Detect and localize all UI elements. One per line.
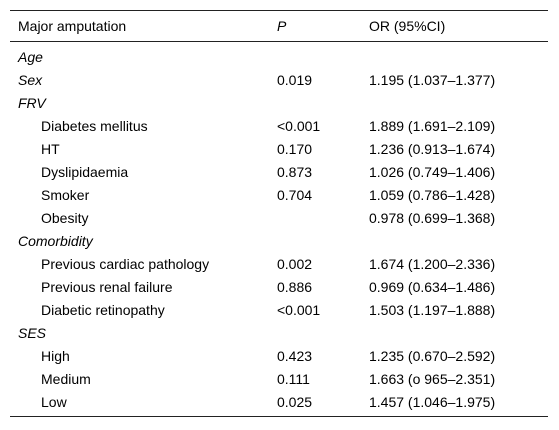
header-odds-ratio: OR (95%CI) [369,18,446,34]
row-odds-ratio: 1.236 (0.913–1.674) [369,140,496,157]
table-row: Medium 0.111 1.663 (o 965–2.351) [10,367,548,390]
table-row: Comorbidity [10,229,548,252]
row-odds-ratio: 1.457 (1.046–1.975) [369,393,496,410]
row-p-value: 0.873 [277,163,313,180]
row-p-value [269,206,361,229]
row-odds-ratio [361,321,548,344]
row-p-value: 0.002 [277,255,313,272]
row-variable-label: Low [41,393,67,410]
row-odds-ratio: 0.978 (0.699–1.368) [369,209,496,226]
row-variable-label: Previous renal failure [41,278,173,295]
table-header-row: Major amputation P OR (95%CI) [10,10,548,42]
row-p-value [269,42,361,69]
row-p-value: 0.704 [277,186,313,203]
row-group-label: Comorbidity [18,232,93,249]
row-odds-ratio: 1.663 (o 965–2.351) [369,370,496,387]
row-odds-ratio: 1.674 (1.200–2.336) [369,255,496,272]
row-p-value: 0.111 [277,370,310,387]
row-variable-label: Medium [41,370,91,387]
row-odds-ratio [361,91,548,114]
row-odds-ratio: 1.235 (0.670–2.592) [369,347,496,364]
row-variable-label: Dyslipidaemia [41,163,129,180]
row-variable-label: High [41,347,70,364]
header-major-amputation: Major amputation [18,18,127,34]
amputation-odds-ratio-table: Major amputation P OR (95%CI) Age Sex 0.01… [10,10,548,417]
table-row: Previous cardiac pathology 0.002 1.674 (1.… [10,252,548,275]
row-variable-label: Obesity [41,209,89,226]
row-group-label: SES [18,324,47,341]
row-p-value: 0.170 [277,140,313,157]
row-odds-ratio [361,229,548,252]
row-p-value: <0.001 [277,117,321,134]
table-row: Dyslipidaemia 0.873 1.026 (0.749–1.406) [10,160,548,183]
row-group-label: Sex [18,71,43,88]
table-row: Low 0.025 1.457 (1.046–1.975) [10,390,548,417]
table-row: High 0.423 1.235 (0.670–2.592) [10,344,548,367]
row-p-value: <0.001 [277,301,321,318]
row-p-value [269,229,361,252]
row-odds-ratio: 1.026 (0.749–1.406) [369,163,496,180]
row-odds-ratio [361,42,548,69]
table-row: Diabetic retinopathy <0.001 1.503 (1.197–1… [10,298,548,321]
row-p-value [269,321,361,344]
table-row: Diabetes mellitus <0.001 1.889 (1.691–2.10… [10,114,548,137]
row-odds-ratio: 1.889 (1.691–2.109) [369,117,496,134]
row-variable-label: Previous cardiac pathology [41,255,210,272]
row-p-value: 0.423 [277,347,313,364]
table-row: Sex 0.019 1.195 (1.037–1.377) [10,68,548,91]
row-variable-label: Diabetic retinopathy [41,301,165,318]
row-variable-label: Diabetes mellitus [41,117,148,134]
row-group-label: FRV [18,94,46,111]
results-table-container: Major amputation P OR (95%CI) Age Sex 0.01… [10,10,548,417]
row-odds-ratio: 1.195 (1.037–1.377) [369,71,496,88]
row-odds-ratio: 1.059 (0.786–1.428) [369,186,496,203]
row-variable-label: HT [41,140,60,157]
table-row: Smoker 0.704 1.059 (0.786–1.428) [10,183,548,206]
row-p-value: 0.025 [277,393,313,410]
row-group-label: Age [18,48,43,65]
table-row: FRV [10,91,548,114]
table-row: Obesity 0.978 (0.699–1.368) [10,206,548,229]
table-row: Previous renal failure 0.886 0.969 (0.634–… [10,275,548,298]
row-p-value: 0.019 [277,71,313,88]
row-p-value: 0.886 [277,278,313,295]
row-variable-label: Smoker [41,186,90,203]
table-body: Age Sex 0.019 1.195 (1.037–1.377) FRV Diabete… [10,42,548,417]
row-odds-ratio: 0.969 (0.634–1.486) [369,278,496,295]
table-row: HT 0.170 1.236 (0.913–1.674) [10,137,548,160]
table-row: SES [10,321,548,344]
table-row: Age [10,42,548,69]
row-odds-ratio: 1.503 (1.197–1.888) [369,301,496,318]
header-p-value: P [277,18,287,34]
row-p-value [269,91,361,114]
